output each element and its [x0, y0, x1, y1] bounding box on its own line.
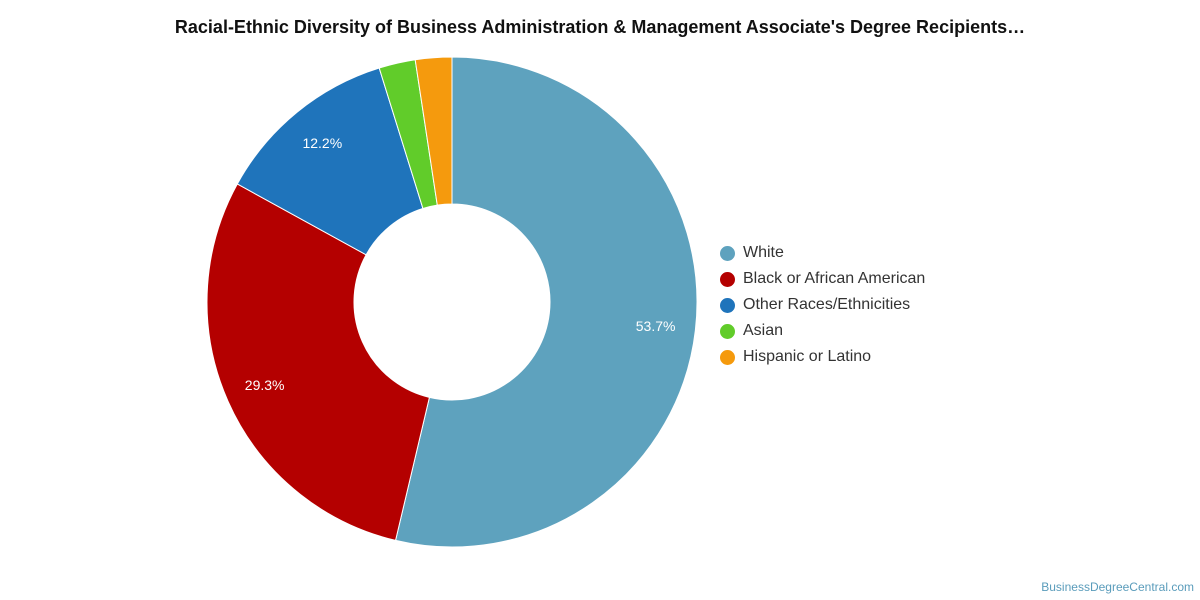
legend-item: White: [720, 240, 925, 266]
watermark: BusinessDegreeCentral.com: [1041, 580, 1194, 594]
legend-label: Asian: [743, 322, 784, 339]
slice-label: 53.7%: [636, 318, 676, 334]
chart-title: Racial-Ethnic Diversity of Business Admi…: [174, 17, 1026, 37]
legend-item: Hispanic or Latino: [720, 344, 925, 370]
legend-item: Asian: [720, 318, 925, 344]
slice-label: 29.3%: [245, 377, 285, 393]
legend-item: Other Races/Ethnicities: [720, 292, 925, 318]
legend: White Black or African American Other Race…: [720, 240, 925, 370]
slice-white: [394, 56, 698, 548]
legend-item: Black or African American: [720, 266, 925, 292]
slice-other-races-ethnicities: [236, 67, 424, 256]
legend-swatch: [720, 349, 735, 365]
legend-swatch: [720, 323, 735, 339]
legend-swatch: [720, 271, 735, 287]
legend-swatch: [720, 297, 735, 313]
legend-swatch: [720, 245, 735, 261]
slice-hispanic-or-latino: [414, 56, 453, 206]
legend-label: Other Races/Ethnicities: [743, 296, 911, 313]
legend-label: Black or African American: [743, 270, 926, 287]
slice-black-or-african-american: [206, 183, 431, 542]
legend-label: Hispanic or Latino: [743, 348, 872, 365]
legend-label: White: [743, 244, 784, 261]
slice-label: 12.2%: [302, 135, 342, 151]
